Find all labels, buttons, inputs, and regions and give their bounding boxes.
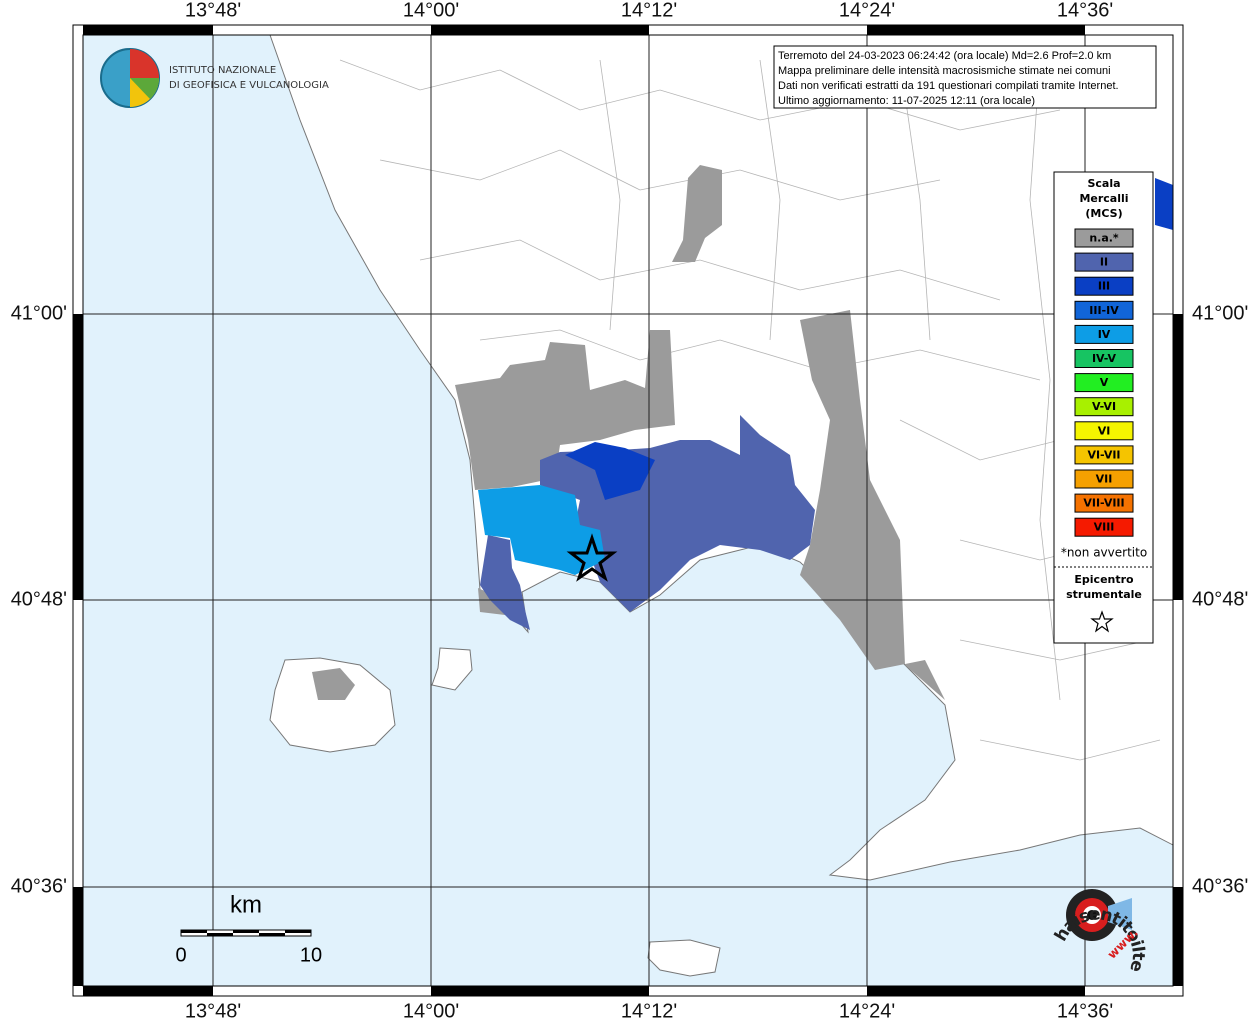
legend-epicenter: strumentale: [1066, 588, 1142, 601]
logo: ISTITUTO NAZIONALE DI GEOFISICA E VULCAN…: [100, 48, 329, 108]
top-tick-label: 13°48': [185, 0, 241, 21]
legend-swatch: [1074, 300, 1134, 320]
info-box: Terremoto del 24-03-2023 06:24:42 (ora l…: [773, 45, 1157, 109]
scale-unit: km: [230, 891, 262, 918]
legend-label: VII: [1096, 473, 1113, 486]
island-ischia: [269, 657, 396, 753]
left-tick-label: 40°36': [11, 875, 67, 897]
top-tick-label: 14°36': [1057, 0, 1113, 21]
map-area: [83, 35, 1173, 986]
legend-note: *non avvertito: [1061, 546, 1147, 560]
legend-label: V-VI: [1092, 400, 1116, 413]
bottom-tick-label: 14°24': [839, 1000, 895, 1022]
municipal-borders: [339, 59, 1161, 761]
info-line: Ultimo aggiornamento: 11-07-2025 12:11 (…: [778, 95, 1035, 107]
legend-title: (MCS): [1085, 207, 1122, 220]
area-iii: [565, 442, 655, 500]
frame: [72, 24, 1184, 997]
legend-label: VII-VIII: [1083, 497, 1124, 510]
area-ii: [480, 535, 530, 630]
logo-text: DI GEOFISICA E VULCANOLOGIA: [169, 80, 329, 91]
legend-swatch: [1074, 469, 1134, 489]
legend-label: VI: [1098, 424, 1111, 437]
logo-text: ISTITUTO NAZIONALE: [169, 65, 276, 76]
legend-swatch: [1074, 349, 1134, 368]
right-tick-label: 40°48': [1192, 588, 1248, 610]
left-tick-label: 41°00': [11, 302, 67, 324]
bottom-tick-label: 14°00': [403, 1000, 459, 1022]
legend-swatch: [1074, 397, 1134, 417]
scale-bar: km 0 10: [175, 891, 322, 966]
legend-swatch: [1074, 421, 1134, 441]
legend-label: III: [1098, 280, 1110, 293]
legend-swatch: [1074, 517, 1134, 537]
right-tick-label: 40°36': [1192, 875, 1248, 897]
area-na: [800, 310, 945, 700]
legend-swatch: [1074, 324, 1134, 344]
legend-label: II: [1100, 256, 1108, 269]
island-procida: [431, 647, 473, 691]
legend: ScalaMercalli(MCS)n.a.*IIIIIIII-IVIVIV-V…: [1053, 171, 1154, 644]
left-tick-label: 40°48': [11, 588, 67, 610]
info-line: Dati non verificati estratti da 191 ques…: [778, 80, 1119, 92]
legend-label: V: [1100, 376, 1109, 389]
area-iii: [1155, 178, 1173, 230]
top-tick-label: 14°24': [839, 0, 895, 21]
right-tick-label: 41°00': [1192, 302, 1248, 324]
top-tick-label: 14°00': [403, 0, 459, 21]
bottom-tick-label: 13°48': [185, 1000, 241, 1022]
area-na: [312, 668, 355, 700]
legend-swatch: [1074, 445, 1134, 465]
legend-epicenter: Epicentro: [1074, 573, 1134, 586]
epicenter-star: [566, 533, 618, 582]
bottom-tick-label: 14°12': [621, 1000, 677, 1022]
top-tick-label: 14°12': [621, 0, 677, 21]
legend-label: IV-V: [1092, 352, 1117, 365]
scale-label: 0: [175, 944, 186, 966]
island-capri: [647, 939, 721, 977]
area-na: [455, 330, 675, 490]
legend-title: Scala: [1087, 177, 1120, 190]
legend-swatch: [1074, 276, 1134, 296]
legend-title: Mercalli: [1079, 192, 1128, 205]
legend-swatch: [1074, 493, 1134, 513]
scale-label: 10: [300, 944, 322, 966]
legend-swatch: [1074, 252, 1134, 272]
legend-swatch: [1074, 373, 1134, 393]
bottom-tick-label: 14°36': [1057, 1000, 1113, 1022]
legend-label: IV: [1098, 328, 1111, 341]
legend-label: III-IV: [1089, 304, 1119, 317]
area-na: [672, 165, 722, 262]
legend-label: VIII: [1094, 521, 1115, 534]
info-line: Mappa preliminare delle intensità macros…: [778, 65, 1111, 77]
legend-swatch: [1074, 228, 1134, 248]
legend-label: n.a.*: [1089, 232, 1119, 245]
info-line: Terremoto del 24-03-2023 06:24:42 (ora l…: [778, 50, 1111, 62]
tick-labels: 13°48' 14°00' 14°12' 14°24' 14°36' 13°48' 14°0…: [11, 0, 1249, 1022]
legend-label: VI-VII: [1087, 448, 1120, 461]
